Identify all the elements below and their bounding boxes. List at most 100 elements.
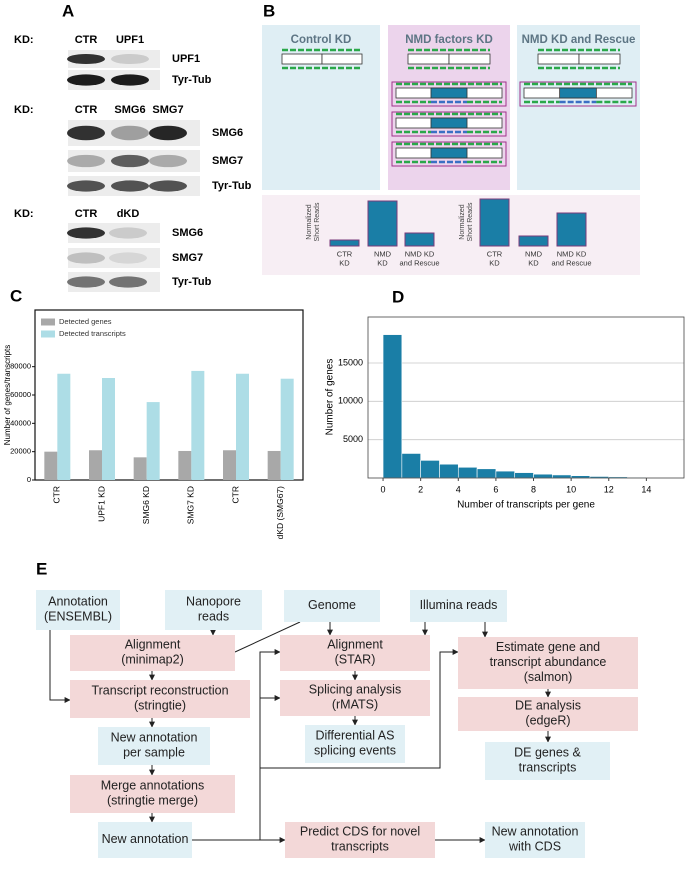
flow-node-label-line: (edgeR): [525, 714, 570, 728]
flow-node-label: New annotation per sample: [111, 731, 198, 760]
flow-node: [70, 635, 235, 671]
x-tick-label: 10: [566, 484, 576, 494]
bar: [178, 450, 192, 480]
y-axis-label: Number of genes: [325, 359, 336, 436]
y-tick-label: 80000: [10, 362, 31, 371]
flow-node-label-line: transcript abundance: [490, 655, 607, 669]
reads-axis-label-line: Short Reads: [467, 202, 474, 241]
exon: [578, 53, 621, 65]
reads-bar-label-line: NMD: [374, 249, 392, 258]
legend-label: Detected transcripts: [59, 329, 126, 338]
y-axis-label: Number of genes/transcripts: [3, 345, 12, 446]
flow-node-label: Transcript reconstruction (stringtie): [91, 684, 228, 713]
exon: [448, 53, 491, 65]
flow-node-label-line: New annotation: [492, 825, 579, 839]
flow-node: [284, 590, 380, 622]
reads-bar-label: NMD KD and Rescue: [399, 249, 439, 267]
reads-bar: [329, 239, 360, 247]
exon: [407, 53, 450, 65]
poison-exon: [559, 87, 597, 99]
reads-bar-label-line: KD: [339, 258, 350, 267]
flow-node-label: Alignment (STAR): [327, 638, 383, 667]
protein-label: SMG6: [212, 127, 243, 139]
flow-node-label: Merge annotations (stringtie merge): [101, 779, 205, 808]
hist-bar: [401, 453, 421, 479]
condition-title: NMD KD and Rescue: [522, 34, 636, 46]
flow-node: [36, 590, 120, 630]
condition-box: [517, 25, 640, 190]
x-tick-label: 14: [641, 484, 651, 494]
blot-band: [111, 180, 149, 192]
y-tick-label: 60000: [10, 390, 31, 399]
flow-node-label-line: Alignment: [125, 638, 181, 652]
panel-label: E: [36, 559, 47, 578]
protein-label: Tyr-Tub: [172, 74, 212, 86]
y-tick-label: 5000: [343, 434, 363, 444]
flow-node-label: Nanopore reads: [186, 595, 241, 624]
exon: [321, 53, 363, 65]
flow-node: [70, 775, 235, 813]
condition-title: Control KD: [291, 34, 352, 46]
bar: [146, 402, 160, 480]
reads-bar-label-line: NMD: [525, 249, 543, 258]
flow-node-label-line: Illumina reads: [420, 598, 498, 612]
bar: [223, 450, 236, 480]
blot-band: [67, 180, 105, 192]
blot-band: [67, 154, 105, 168]
reads-bar-label: CTR KD: [337, 249, 353, 267]
reads-axis-label-line: Short Reads: [314, 202, 321, 241]
bar: [191, 370, 205, 480]
flow-node-label-line: Alignment: [327, 638, 383, 652]
hist-bar: [382, 334, 403, 479]
flow-node-label-line: per sample: [123, 746, 185, 760]
x-tick-label: CTR: [52, 486, 62, 503]
protein-label: UPF1: [172, 53, 200, 65]
x-axis-label: Number of transcripts per gene: [457, 500, 595, 511]
flow-node-label-line: Nanopore: [186, 595, 241, 609]
flow-node: [485, 742, 610, 780]
flow-node-label-line: (stringtie merge): [107, 794, 198, 808]
lane-label: UPF1: [116, 34, 144, 46]
reads-bar-label: NMD KD: [374, 249, 392, 267]
hist-bar: [457, 466, 478, 479]
poison-exon: [430, 147, 468, 159]
flow-node-label-line: (salmon): [524, 670, 573, 684]
reads-bar: [404, 232, 435, 247]
blot-band: [67, 276, 105, 288]
reads-bar-label-line: CTR: [487, 249, 503, 258]
reads-axis-label: NormalizedShort Reads: [459, 202, 474, 241]
flow-node: [165, 590, 262, 630]
hist-bar: [420, 460, 440, 479]
protein-label: Tyr-Tub: [172, 276, 212, 288]
reads-bar-label: NMD KD: [525, 249, 543, 267]
flow-node-label: Alignment (minimap2): [121, 638, 184, 667]
flow-node: [70, 680, 250, 718]
blot-band: [109, 252, 147, 264]
bar: [280, 378, 294, 480]
flow-node-label: Annotation (ENSEMBL): [44, 595, 112, 624]
flow-node-label-line: (ENSEMBL): [44, 610, 112, 624]
hist-bar: [514, 472, 534, 479]
blot-band: [67, 74, 105, 86]
blot-band: [67, 252, 105, 264]
bar: [133, 457, 147, 480]
exon: [281, 53, 323, 65]
flow-node-label-line: New annotation: [102, 832, 189, 846]
flow-node: [98, 727, 210, 765]
flow-node-label-line: splicing events: [314, 744, 396, 758]
blot-band: [111, 154, 149, 168]
plot-frame: [367, 316, 685, 479]
lane-label: CTR: [75, 104, 98, 116]
flow-node-label-line: New annotation: [111, 731, 198, 745]
y-tick-label: 40000: [10, 418, 31, 427]
reads-bar-label-line: CTR: [337, 249, 353, 258]
arrow: [49, 630, 71, 703]
hist-bar: [476, 468, 497, 479]
flow-node-label-line: DE analysis: [515, 699, 581, 713]
nmd-outline: [391, 81, 507, 107]
y-tick-label: 20000: [10, 447, 31, 456]
x-tick-label: 0: [381, 484, 386, 494]
reads-bar-label: CTR KD: [487, 249, 503, 267]
